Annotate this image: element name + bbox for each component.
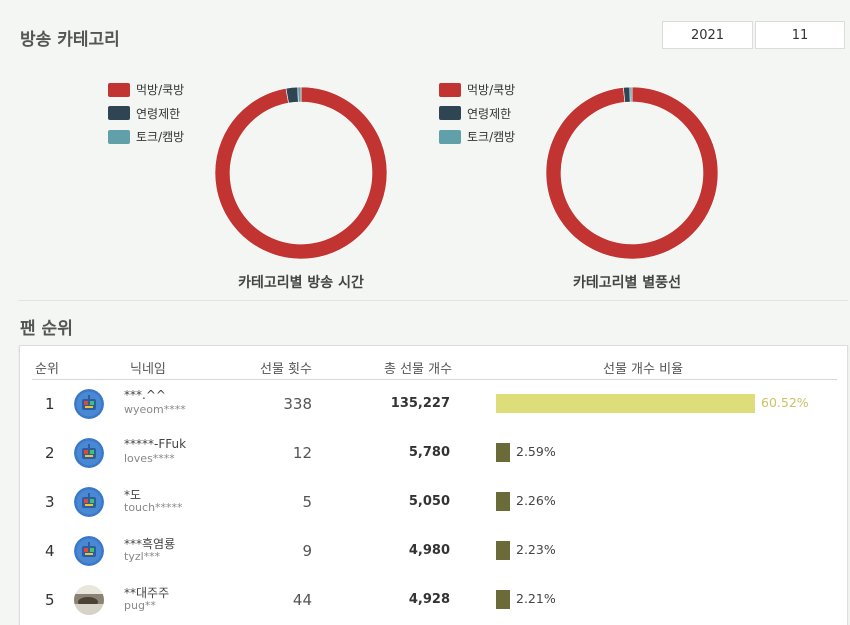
legend-swatch <box>439 129 461 144</box>
table-row[interactable]: 2 *****-FFuk loves**** 12 5,780 2.59% <box>20 429 849 478</box>
legend-swatch <box>108 106 130 120</box>
robot-icon[interactable] <box>74 487 104 517</box>
col-header-gift-count: 선물 횟수 <box>260 362 312 377</box>
slice-adult[interactable] <box>623 86 631 103</box>
nickname[interactable]: *****-FFuk <box>124 437 187 451</box>
rank-number: 1 <box>45 395 55 413</box>
col-header-total-gifts: 총 선물 개수 <box>384 362 453 377</box>
table-row[interactable]: 5 **대주주 pug** 44 4,928 2.21% <box>20 576 849 625</box>
user-id: loves**** <box>124 452 175 465</box>
ratio-bar <box>496 394 755 413</box>
rank-number: 4 <box>45 542 55 560</box>
user-id: tyzl*** <box>124 550 161 563</box>
table-row[interactable]: 3 *도 touch***** 5 5,050 2.26% <box>20 478 849 527</box>
total-gifts: 4,928 <box>408 592 450 607</box>
broadcast-time-donut-chart <box>214 86 388 260</box>
legend-label: 토크/캠방 <box>467 130 516 144</box>
legend-swatch <box>108 82 130 97</box>
gift-count: 12 <box>292 444 312 462</box>
slice-mukbang[interactable] <box>545 86 719 260</box>
legend-item-adult[interactable]: 연령제한 <box>439 106 515 121</box>
month-select[interactable]: 11 <box>755 21 845 49</box>
total-gifts: 5,050 <box>408 494 450 509</box>
rank-number: 2 <box>45 444 55 462</box>
col-header-nick: 닉네임 <box>130 362 166 377</box>
legend-swatch <box>439 106 461 120</box>
col-header-rank: 순위 <box>35 362 59 377</box>
star-balloon-chart-title: 카테고리별 별풍선 <box>573 275 681 291</box>
ratio-bar <box>496 492 510 511</box>
robot-icon[interactable] <box>74 438 104 468</box>
nickname[interactable]: **대주주 <box>124 586 170 600</box>
gift-count: 44 <box>292 591 312 609</box>
gift-count: 5 <box>302 493 312 511</box>
user-id: pug** <box>124 599 156 612</box>
robot-icon[interactable] <box>74 536 104 566</box>
rank-number: 5 <box>45 591 55 609</box>
year-select[interactable]: 2021 <box>662 21 753 49</box>
slice-talk[interactable] <box>297 86 302 103</box>
legend-item-talk[interactable]: 토크/캠방 <box>108 129 184 144</box>
nickname[interactable]: ***.^^ <box>124 388 166 402</box>
robot-icon[interactable] <box>74 389 104 419</box>
table-row[interactable]: 4 ***흑염룡 tyzl*** 9 4,980 2.23% <box>20 527 849 576</box>
header-divider <box>32 379 837 380</box>
legend-swatch <box>108 129 130 144</box>
photo-avatar[interactable] <box>74 585 104 615</box>
ratio-percent: 2.26% <box>516 493 556 508</box>
slice-mukbang[interactable] <box>214 86 388 260</box>
legend-swatch <box>439 82 461 97</box>
user-id: wyeom**** <box>124 403 186 416</box>
chart1-legend: 먹방/쿡방 연령제한 토크/캠방 <box>108 82 184 153</box>
broadcast-time-chart-title: 카테고리별 방송 시간 <box>238 275 364 291</box>
ratio-bar <box>496 541 510 560</box>
legend-item-adult[interactable]: 연령제한 <box>108 106 184 121</box>
nickname[interactable]: *도 <box>124 488 142 502</box>
legend-label: 연령제한 <box>467 106 512 121</box>
ratio-percent: 2.59% <box>516 444 556 459</box>
rank-number: 3 <box>45 493 55 511</box>
nickname[interactable]: ***흑염룡 <box>124 537 176 551</box>
ratio-percent: 2.21% <box>516 591 556 606</box>
gift-count: 338 <box>283 395 312 413</box>
category-section-title: 방송 카테고리 <box>20 30 120 50</box>
total-gifts: 5,780 <box>408 445 450 460</box>
user-id: touch***** <box>124 501 183 514</box>
star-balloon-donut-chart <box>545 86 719 260</box>
ratio-percent: 60.52% <box>761 395 809 410</box>
slice-talk[interactable] <box>629 86 633 103</box>
legend-label: 먹방/쿡방 <box>467 83 516 97</box>
section-divider <box>18 300 848 301</box>
legend-label: 먹방/쿡방 <box>136 83 185 97</box>
ratio-bar <box>496 590 510 609</box>
ratio-percent: 2.23% <box>516 542 556 557</box>
fan-rank-title: 팬 순위 <box>20 319 73 339</box>
chart2-legend: 먹방/쿡방 연령제한 토크/캠방 <box>439 82 515 153</box>
legend-item-talk[interactable]: 토크/캠방 <box>439 129 515 144</box>
gift-count: 9 <box>302 542 312 560</box>
fan-rank-table: 순위 닉네임 선물 횟수 총 선물 개수 선물 개수 비율 1 ***.^^ wye… <box>19 345 848 625</box>
total-gifts: 135,227 <box>390 396 450 411</box>
total-gifts: 4,980 <box>408 543 450 558</box>
legend-label: 연령제한 <box>136 106 181 121</box>
col-header-gift-ratio: 선물 개수 비율 <box>603 362 684 377</box>
legend-item-mukbang[interactable]: 먹방/쿡방 <box>108 82 184 97</box>
table-row[interactable]: 1 ***.^^ wyeom**** 338 135,227 60.52% <box>20 380 849 429</box>
ratio-bar <box>496 443 510 462</box>
legend-label: 토크/캠방 <box>136 130 185 144</box>
legend-item-mukbang[interactable]: 먹방/쿡방 <box>439 82 515 97</box>
